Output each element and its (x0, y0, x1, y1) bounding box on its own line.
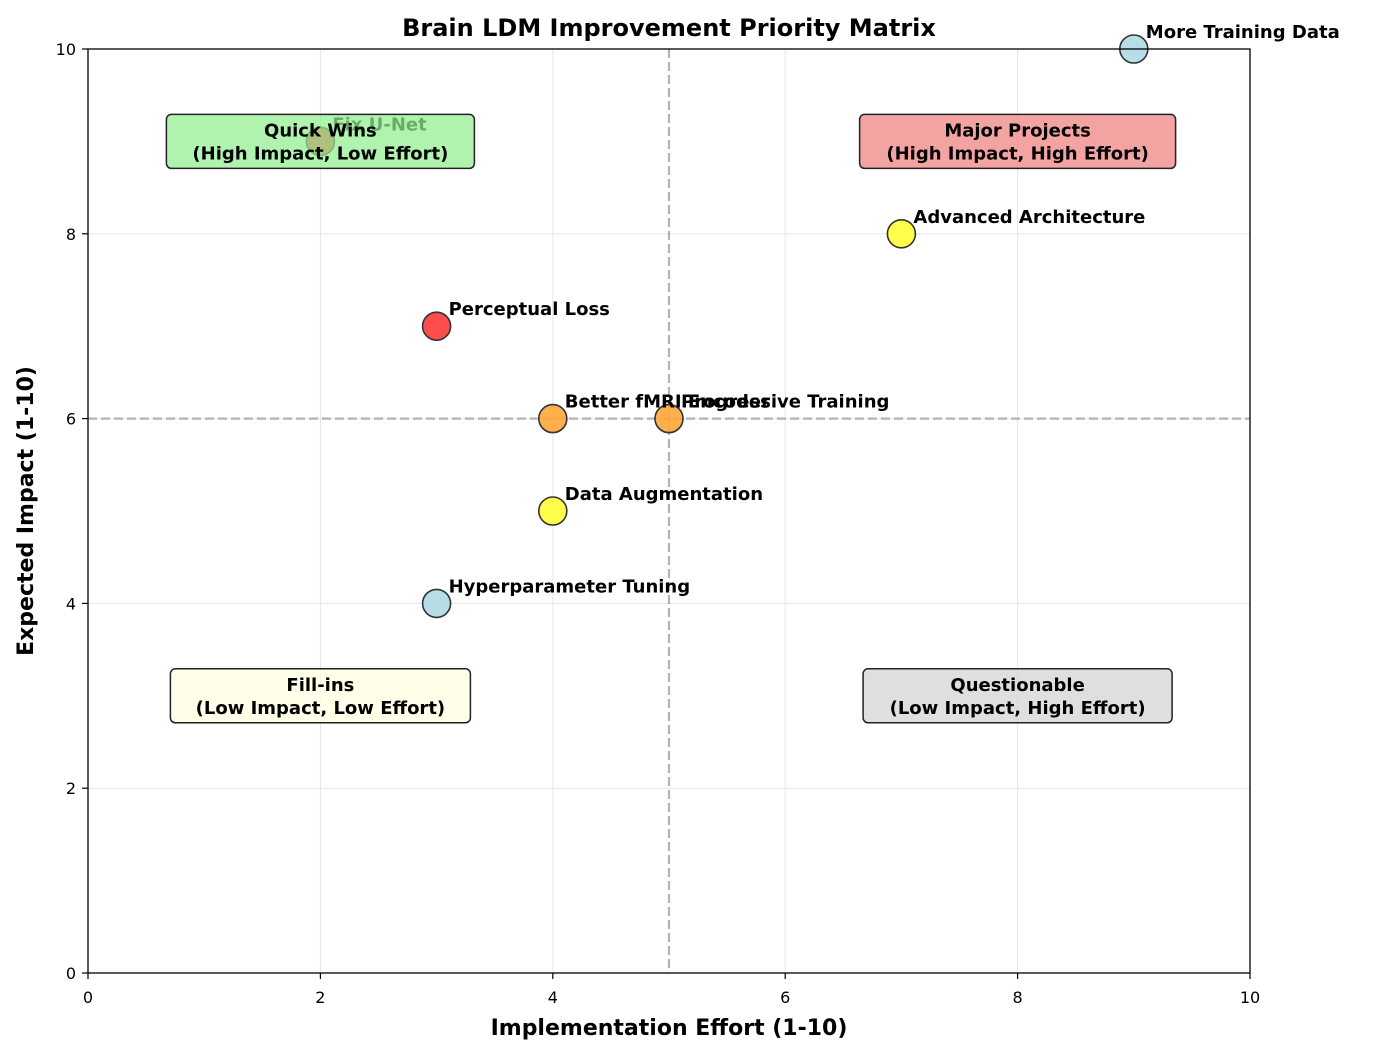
y-tick-label-3: 6 (66, 410, 76, 429)
quadrant-title-3: Questionable (950, 675, 1084, 696)
quadrant-box-bg-3 (862, 668, 1173, 724)
point-label-5: Progressive Training (681, 392, 889, 413)
point-label-2: Advanced Architecture (913, 207, 1145, 228)
quadrant-box-bg-1 (858, 113, 1177, 170)
point-label-4: Better fMRI Encoder (565, 392, 770, 413)
data-point-7 (421, 588, 452, 619)
quadrant-box-3: Questionable(Low Impact, High Effort) (862, 668, 1173, 724)
y-tick-label-0: 0 (66, 964, 76, 983)
point-label-7: Hyperparameter Tuning (449, 576, 691, 597)
data-point-5 (654, 403, 684, 434)
point-label-1: More Training Data (1146, 22, 1340, 43)
y-tick-label-5: 10 (56, 40, 76, 59)
quadrant-box-0: Quick Wins(High Impact, Low Effort) (165, 113, 476, 170)
quadrant-subtitle-2: (Low Impact, Low Effort) (196, 698, 446, 719)
y-tick-label-1: 2 (66, 779, 76, 798)
quadrant-subtitle-1: (High Impact, High Effort) (886, 143, 1148, 164)
reference-lines (88, 49, 1250, 973)
quadrant-title-2: Fill-ins (286, 675, 354, 696)
quadrant-box-2: Fill-ins(Low Impact, Low Effort) (169, 668, 472, 724)
y-tick-label-2: 4 (66, 594, 76, 613)
quadrant-title-0: Quick Wins (264, 120, 377, 141)
data-point-2 (886, 219, 917, 249)
data-point-6 (537, 496, 568, 526)
x-tick-label-3: 6 (780, 988, 790, 1007)
x-tick-label-5: 10 (1240, 988, 1260, 1007)
quadrant-title-1: Major Projects (944, 120, 1091, 141)
quadrant-subtitle-0: (High Impact, Low Effort) (192, 143, 448, 164)
axis-ticks: 0 2 4 6 8 10 0 2 4 6 8 10 (56, 40, 1261, 1007)
x-axis-label: Implementation Effort (1-10) (491, 1016, 848, 1041)
quadrant-box-bg-0 (165, 113, 476, 170)
chart-title: Brain LDM Improvement Priority Matrix (402, 14, 936, 42)
quadrant-subtitle-3: (Low Impact, High Effort) (890, 698, 1146, 719)
point-label-6: Data Augmentation (565, 484, 763, 505)
quadrant-box-1: Major Projects(High Impact, High Effort) (858, 113, 1177, 170)
x-tick-label-2: 4 (548, 988, 558, 1007)
x-tick-label-0: 0 (83, 988, 93, 1007)
data-point-3 (421, 311, 452, 342)
quadrant-boxes: Quick Wins(High Impact, Low Effort) Major… (165, 113, 1177, 724)
quadrant-box-bg-2 (169, 668, 472, 724)
x-tick-label-4: 8 (1013, 988, 1023, 1007)
point-label-3: Perceptual Loss (449, 299, 610, 320)
plot-frame (87, 48, 1251, 974)
data-point-4 (537, 403, 568, 434)
y-tick-label-4: 8 (66, 225, 76, 244)
y-axis-label: Expected Impact (1-10) (14, 366, 39, 656)
x-tick-label-1: 2 (315, 988, 325, 1007)
